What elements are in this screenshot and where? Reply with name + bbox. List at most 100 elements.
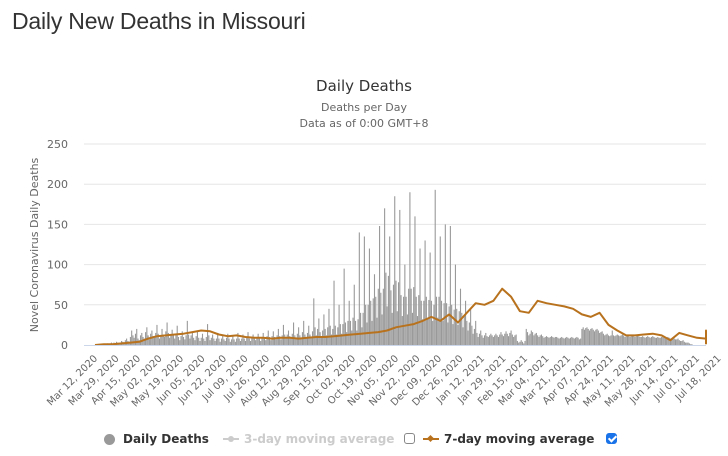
daily-deaths-bar (362, 312, 364, 345)
daily-deaths-bar (243, 338, 245, 345)
daily-deaths-bar (158, 338, 161, 345)
daily-deaths-bar (499, 334, 501, 345)
daily-deaths-bar (409, 192, 411, 345)
daily-deaths-bar (308, 325, 310, 345)
daily-deaths-bar (372, 298, 374, 345)
legend-item-7-day-moving-average[interactable]: 7-day moving average (423, 430, 594, 448)
daily-deaths-bar (663, 337, 665, 345)
daily-deaths-bar (416, 316, 419, 345)
daily-deaths-bar (595, 329, 597, 345)
legend-item-3-day-moving-average[interactable]: 3-day moving average (223, 430, 394, 448)
daily-deaths-bar (136, 328, 138, 345)
daily-deaths-bar (260, 340, 262, 345)
daily-deaths-bar (655, 337, 658, 345)
daily-deaths-bar (543, 337, 545, 345)
daily-deaths-bar (643, 336, 645, 345)
daily-deaths-bar (473, 328, 475, 345)
daily-deaths-bar (549, 336, 551, 345)
daily-deaths-bar (341, 333, 343, 345)
daily-deaths-bar (299, 335, 301, 345)
daily-deaths-bar (580, 338, 582, 345)
daily-deaths-bar (691, 344, 693, 345)
daily-deaths-bar (139, 335, 142, 345)
daily-deaths-bar (300, 337, 302, 345)
daily-deaths-bar (294, 335, 296, 345)
daily-deaths-bar (309, 334, 311, 345)
legend-label-7-day-moving-average: 7-day moving average (444, 432, 595, 446)
daily-deaths-bar (619, 336, 621, 345)
7-day-moving-average-checkbox[interactable] (606, 433, 617, 444)
daily-deaths-bar (220, 338, 223, 345)
daily-deaths-bar (687, 342, 689, 345)
daily-deaths-bar (330, 334, 333, 345)
daily-deaths-bar (568, 338, 570, 345)
daily-deaths-bar (452, 324, 454, 345)
daily-deaths-bar (667, 336, 669, 345)
daily-deaths-bar (357, 319, 359, 345)
daily-deaths-bar (266, 336, 268, 345)
daily-deaths-bar (572, 337, 574, 345)
daily-deaths-bar (528, 335, 530, 345)
daily-deaths-bar (458, 311, 460, 345)
daily-deaths-bar (685, 342, 687, 345)
daily-deaths-bar (395, 280, 397, 345)
3-day-moving-average-checkbox[interactable] (404, 433, 415, 444)
daily-deaths-bar (519, 341, 521, 345)
daily-deaths-bar (242, 334, 244, 345)
daily-deaths-bar (281, 335, 283, 345)
daily-deaths-bar (352, 317, 354, 345)
daily-deaths-bar (604, 335, 606, 345)
daily-deaths-bar (147, 335, 149, 345)
daily-deaths-bar (582, 327, 584, 345)
daily-deaths-bar (647, 336, 649, 345)
daily-deaths-bar (483, 335, 486, 345)
daily-deaths-bar (495, 333, 497, 345)
daily-deaths-bar (323, 314, 325, 345)
daily-deaths-bar (673, 338, 675, 345)
daily-deaths-bar (428, 299, 430, 345)
daily-deaths-bar (465, 300, 467, 345)
daily-deaths-bar (672, 337, 674, 345)
daily-deaths-bar (611, 330, 613, 345)
daily-deaths-bar (289, 336, 291, 345)
daily-deaths-bar (367, 304, 369, 345)
daily-deaths-bar (638, 336, 640, 345)
daily-deaths-bar (223, 339, 225, 345)
daily-deaths-bar (609, 336, 611, 345)
daily-deaths-bar (674, 339, 677, 345)
moving-average-lines (94, 287, 707, 346)
daily-deaths-bar (650, 336, 653, 345)
daily-deaths-bar (457, 324, 459, 345)
daily-deaths-bar (653, 336, 655, 345)
y-tick-label: 0 (61, 339, 68, 352)
daily-deaths-bar (251, 337, 253, 345)
daily-deaths-bar (262, 332, 264, 345)
daily-deaths-bar (303, 320, 305, 345)
daily-deaths-bar (681, 340, 683, 345)
daily-deaths-bar (459, 288, 462, 345)
daily-deaths-bar (433, 304, 435, 345)
daily-deaths-bar (195, 336, 197, 345)
daily-deaths-bar (285, 338, 287, 345)
daily-deaths-bar (129, 336, 131, 345)
daily-deaths-bar (198, 337, 200, 345)
daily-deaths-bar (585, 328, 587, 345)
daily-deaths-bar (529, 333, 531, 345)
page-title: Daily New Deaths in Missouri (12, 8, 306, 34)
daily-deaths-bar (394, 196, 396, 345)
y-tick-label: 50 (54, 299, 68, 312)
daily-deaths-bar (176, 325, 178, 345)
daily-deaths-bar (509, 332, 511, 345)
daily-deaths-bar (132, 335, 134, 345)
daily-deaths-bar (282, 324, 284, 345)
daily-deaths-bar (319, 332, 321, 345)
daily-deaths-bar (491, 335, 493, 345)
daily-deaths-bar (387, 275, 389, 345)
daily-deaths-bar (380, 292, 382, 345)
daily-deaths-bar (448, 306, 450, 345)
daily-deaths-bar (439, 236, 441, 345)
daily-deaths-bar (209, 340, 211, 345)
daily-deaths-bar (205, 336, 207, 345)
legend-item-daily-deaths[interactable]: Daily Deaths (104, 430, 209, 448)
